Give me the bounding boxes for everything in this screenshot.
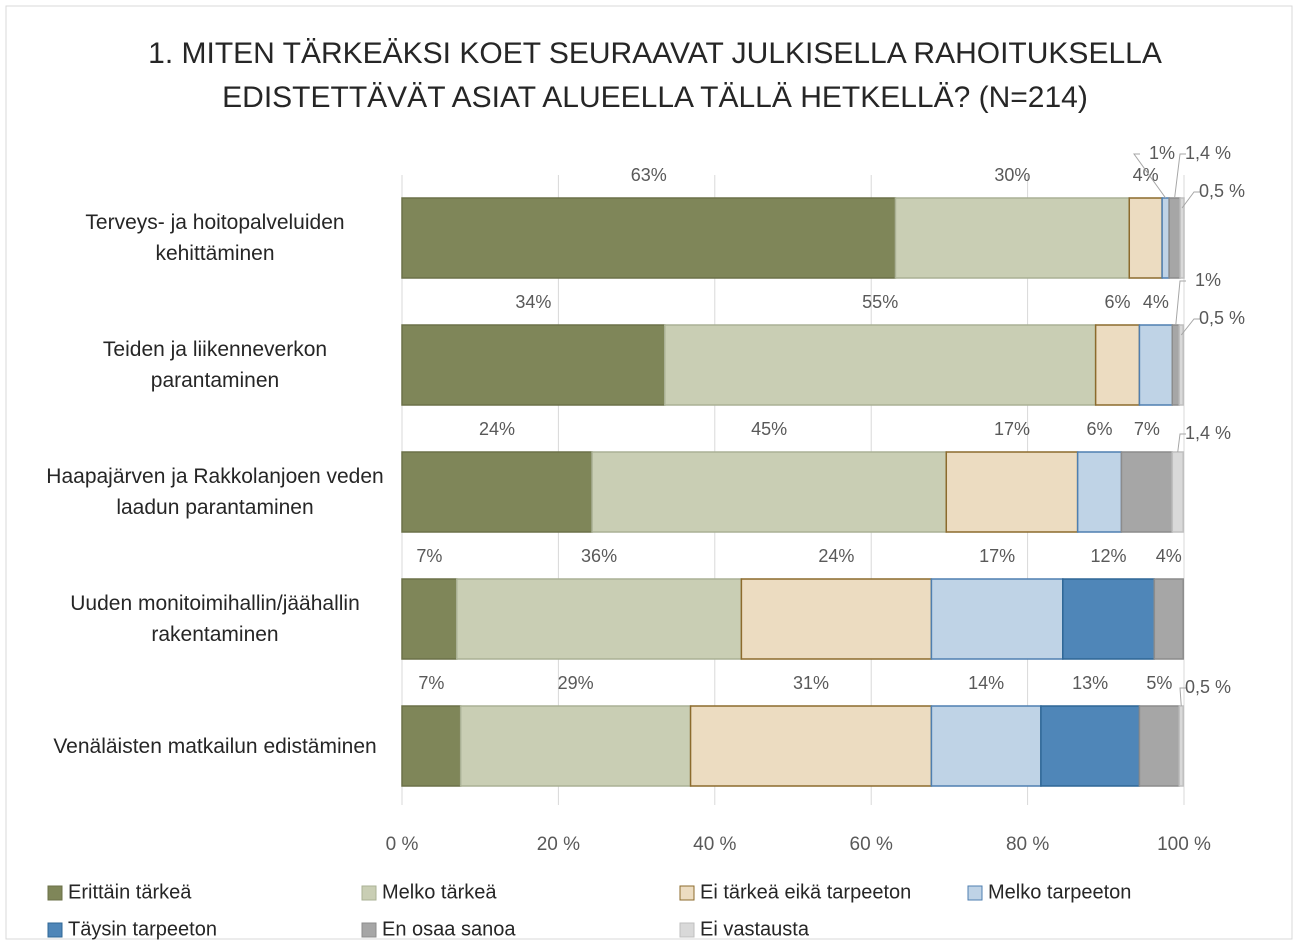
bar-segment (1128, 197, 1163, 279)
category-label: Uuden monitoimihallin/jäähallin rakentam… (70, 592, 360, 646)
bar-segment (1076, 451, 1123, 533)
legend-swatch (47, 922, 63, 938)
value-label: 7% (418, 673, 444, 693)
value-label: 30% (994, 165, 1030, 185)
x-tick-label: 100 % (1157, 834, 1211, 855)
legend-label: Melko tärkeä (382, 881, 497, 903)
leader-line (1175, 280, 1186, 326)
leader-line (1177, 433, 1186, 453)
chart-border (5, 5, 1293, 940)
value-label: 17% (979, 546, 1015, 566)
bar-segment (401, 324, 666, 406)
x-tick-label: 20 % (537, 834, 580, 855)
value-label: 0,5 % (1199, 181, 1245, 201)
value-label: 1,4 % (1185, 423, 1231, 443)
value-label: 0,5 % (1185, 677, 1231, 697)
category-label: Terveys- ja hoitopalveluiden kehittämine… (85, 211, 345, 265)
bar-segment (455, 578, 743, 660)
value-label: 0,5 % (1199, 308, 1245, 328)
value-label: 4% (1156, 546, 1182, 566)
value-label: 63% (631, 165, 667, 185)
value-label: 4% (1143, 292, 1169, 312)
leader-line (1181, 191, 1200, 209)
value-label: 5% (1146, 673, 1172, 693)
bar-segment (930, 705, 1042, 787)
value-label: 29% (558, 673, 594, 693)
chart-title: 1. MITEN TÄRKEÄKSI KOET SEURAAVAT JULKIS… (148, 37, 1162, 114)
bar-segment (1138, 324, 1174, 406)
bar-segment (459, 705, 692, 787)
value-label: 4% (1133, 165, 1159, 185)
value-label: 1% (1149, 143, 1175, 163)
leader-line (1174, 153, 1186, 199)
bar-segment (664, 324, 1097, 406)
bar-segment (689, 705, 933, 787)
category-label: Venäläisten matkailun edistäminen (53, 734, 377, 758)
bar-segment (945, 451, 1079, 533)
legend-swatch (679, 885, 695, 901)
leader-line (1179, 687, 1186, 707)
value-label: 1% (1195, 270, 1221, 290)
bar-segment (1179, 197, 1185, 279)
x-tick-label: 80 % (1006, 834, 1049, 855)
bar-segment (1153, 578, 1184, 660)
value-label: 7% (1134, 419, 1160, 439)
value-label: 12% (1091, 546, 1127, 566)
bar-segment (930, 578, 1064, 660)
value-label: 14% (968, 673, 1004, 693)
legend-swatch (679, 922, 695, 938)
leader-line (1133, 153, 1167, 199)
x-tick-label: 60 % (850, 834, 893, 855)
bar-segment (591, 451, 948, 533)
legend-swatch (47, 885, 63, 901)
bar-segment (1138, 705, 1181, 787)
bar-segment (1120, 451, 1174, 533)
value-label: 45% (751, 419, 787, 439)
bar-segment (401, 705, 462, 787)
bar-segment (401, 197, 897, 279)
value-label: 55% (862, 292, 898, 312)
bar-segment (1040, 705, 1141, 787)
legend-label: Ei tärkeä eikä tarpeeton (700, 881, 911, 903)
legend-label: Melko tarpeeton (988, 881, 1131, 903)
category-label: Haapajärven ja Rakkolanjoen veden laadun… (46, 465, 384, 519)
bar-segment (401, 451, 593, 533)
value-label: 24% (818, 546, 854, 566)
bar-segment (1161, 197, 1170, 279)
x-tick-label: 0 % (386, 834, 419, 855)
legend-label: Ei vastausta (700, 918, 810, 940)
value-label: 6% (1087, 419, 1113, 439)
legend-swatch (967, 885, 983, 901)
value-label: 36% (581, 546, 617, 566)
bar-segment (1062, 578, 1156, 660)
value-label: 34% (515, 292, 551, 312)
bar-segment (401, 578, 458, 660)
value-label: 31% (793, 673, 829, 693)
legend-label: Erittäin tärkeä (68, 881, 192, 903)
value-label: 24% (479, 419, 515, 439)
value-label: 1,4 % (1185, 143, 1231, 163)
bar-segment (1171, 451, 1184, 533)
legend-swatch (361, 885, 377, 901)
value-label: 7% (416, 546, 442, 566)
bar-segment (1178, 705, 1184, 787)
value-label: 13% (1072, 673, 1108, 693)
legend-label: Täysin tarpeeton (68, 918, 217, 940)
bar-segment (1171, 324, 1181, 406)
x-tick-label: 40 % (693, 834, 736, 855)
value-label: 6% (1105, 292, 1131, 312)
bar-segment (1178, 324, 1184, 406)
bar-segment (1094, 324, 1141, 406)
bar-segment (1168, 197, 1181, 279)
legend-swatch (361, 922, 377, 938)
bar-segment (894, 197, 1131, 279)
legend-label: En osaa sanoa (382, 918, 516, 940)
bar-segment (740, 578, 933, 660)
leader-line (1180, 318, 1200, 336)
category-label: Teiden ja liikenneverkon parantaminen (102, 338, 328, 392)
value-label: 17% (994, 419, 1030, 439)
